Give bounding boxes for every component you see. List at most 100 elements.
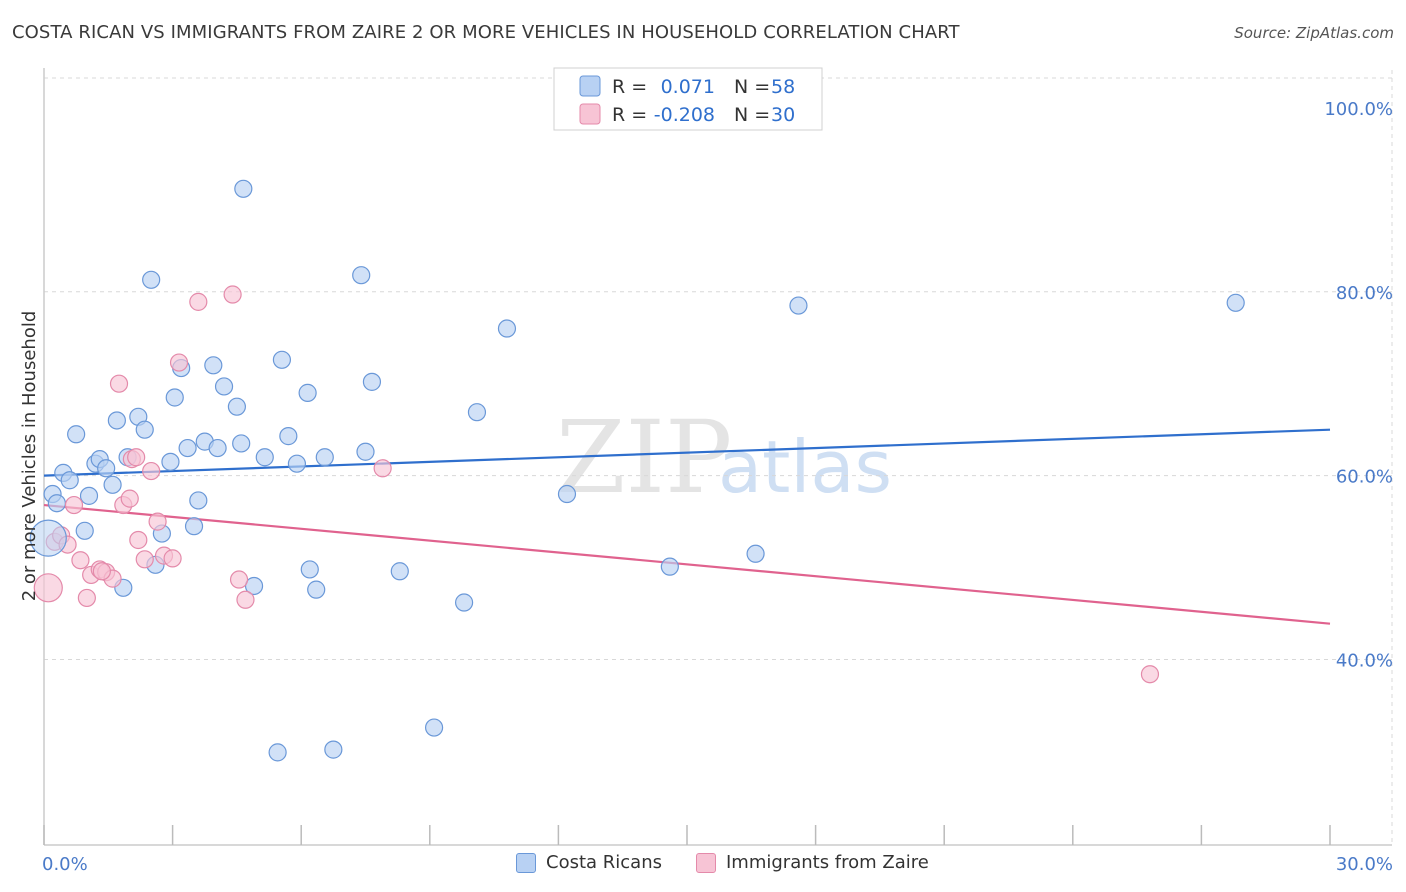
costa-rican-point-edge[interactable] bbox=[29, 519, 67, 557]
zaire-point-4[interactable] bbox=[64, 495, 84, 515]
zaire-point-5[interactable] bbox=[71, 551, 90, 570]
legend-swatch-blue bbox=[516, 852, 536, 873]
legend-swatch-pink bbox=[696, 852, 716, 873]
costa-rican-point-31[interactable] bbox=[234, 179, 253, 198]
costa-rican-point-41[interactable] bbox=[315, 448, 334, 467]
costa-rican-point-45[interactable] bbox=[362, 372, 382, 391]
zaire-point-23[interactable] bbox=[189, 292, 208, 311]
legend-item-zaire[interactable]: Immigrants from Zaire bbox=[696, 852, 929, 873]
legend-n-label-2: N = bbox=[734, 104, 770, 126]
costa-rican-point-49[interactable] bbox=[467, 403, 487, 422]
costa-rican-point-15[interactable] bbox=[135, 420, 154, 439]
watermark-atlas: atlas bbox=[718, 425, 892, 509]
zaire-point-25[interactable] bbox=[229, 570, 249, 589]
costa-rican-point-27[interactable] bbox=[208, 438, 227, 458]
costa-rican-point-11[interactable] bbox=[107, 411, 126, 430]
costa-rican-point-26[interactable] bbox=[204, 356, 223, 375]
costa-rican-point-20[interactable] bbox=[165, 388, 184, 407]
legend-label-costa-ricans: Costa Ricans bbox=[546, 852, 662, 873]
costa-rican-point-52[interactable] bbox=[660, 557, 679, 576]
costa-rican-point-33[interactable] bbox=[255, 448, 274, 467]
costa-rican-point-43[interactable] bbox=[352, 266, 371, 285]
costa-rican-point-24[interactable] bbox=[189, 491, 208, 510]
costa-rican-point-5[interactable] bbox=[75, 521, 94, 540]
costa-rican-point-36[interactable] bbox=[279, 427, 298, 446]
zaire-point-21[interactable] bbox=[163, 549, 182, 568]
costa-rican-point-42[interactable] bbox=[324, 740, 343, 759]
costa-rican-point-3[interactable] bbox=[60, 471, 79, 490]
zaire-point-29[interactable] bbox=[92, 562, 111, 581]
zaire-point-11[interactable] bbox=[109, 374, 129, 393]
x-tick-label-max: 30.0% bbox=[1336, 854, 1393, 875]
y-axis-title: 2 or more Vehicles in Household bbox=[19, 311, 40, 602]
costa-rican-point-16[interactable] bbox=[142, 270, 161, 289]
costa-rican-point-39[interactable] bbox=[300, 560, 319, 579]
legend-label-zaire: Immigrants from Zaire bbox=[726, 852, 929, 873]
costa-rican-point-47[interactable] bbox=[424, 718, 444, 737]
y-tick-label-60: 60.0% bbox=[1336, 467, 1393, 488]
trend-lines bbox=[43, 428, 1331, 625]
zaire-point-28[interactable] bbox=[1140, 665, 1160, 684]
costa-rican-point-40[interactable] bbox=[307, 580, 326, 599]
legend-swatch-zaire bbox=[579, 103, 601, 125]
zaire-point-13[interactable] bbox=[120, 489, 139, 508]
gridlines bbox=[44, 70, 1393, 845]
legend-r-value-1: 0.071 bbox=[661, 76, 715, 98]
y-tick-label-100: 100.0% bbox=[1324, 99, 1393, 120]
zaire-point-18[interactable] bbox=[142, 461, 161, 481]
zaire-point-0[interactable] bbox=[33, 573, 63, 603]
legend-r-label-2: R = bbox=[612, 104, 647, 126]
costa-rican-point-9[interactable] bbox=[97, 459, 116, 478]
zaire-point-15[interactable] bbox=[127, 448, 146, 467]
legend-n-value-1: 58 bbox=[771, 76, 795, 98]
x-tick-label-min: 0.0% bbox=[42, 854, 88, 875]
costa-rican-point-44[interactable] bbox=[356, 442, 375, 461]
series-legend: Costa Ricans Immigrants from Zaire bbox=[0, 852, 1406, 878]
zaire-point-24[interactable] bbox=[223, 285, 242, 304]
watermark-zip: ZIP bbox=[556, 399, 732, 516]
costa-rican-point-32[interactable] bbox=[244, 576, 264, 596]
costa-rican-point-51[interactable] bbox=[557, 484, 577, 504]
costa-rican-point-30[interactable] bbox=[232, 434, 251, 453]
costa-rican-point-53[interactable] bbox=[746, 544, 765, 563]
costa-rican-point-23[interactable] bbox=[184, 517, 204, 536]
legend-n-value-2: 30 bbox=[771, 104, 795, 126]
legend-swatch-costa-ricans bbox=[579, 75, 601, 97]
zaire-point-6[interactable] bbox=[77, 588, 96, 608]
axes bbox=[43, 68, 1392, 846]
costa-rican-point-4[interactable] bbox=[67, 425, 86, 444]
zaire-point-19[interactable] bbox=[148, 512, 167, 531]
legend-n-label-1: N = bbox=[734, 76, 770, 98]
costa-rican-point-54[interactable] bbox=[789, 296, 808, 315]
costa-rican-point-37[interactable] bbox=[287, 454, 307, 473]
costa-rican-point-29[interactable] bbox=[227, 397, 246, 416]
costa-rican-point-55[interactable] bbox=[1226, 293, 1245, 312]
costa-rican-point-28[interactable] bbox=[214, 377, 234, 396]
y-tick-label-40: 40.0% bbox=[1336, 651, 1393, 672]
watermark: ZIP atlas bbox=[556, 399, 892, 516]
zaire-point-16[interactable] bbox=[129, 530, 148, 550]
x-tick-labels: 0.0% 30.0% bbox=[42, 854, 1393, 875]
y-tick-label-80: 80.0% bbox=[1336, 283, 1393, 304]
y-tick-labels: 40.0% 60.0% 80.0% 100.0% bbox=[1324, 99, 1393, 672]
costa-rican-point-35[interactable] bbox=[272, 350, 292, 369]
costa-rican-point-48[interactable] bbox=[454, 593, 474, 612]
chart-title: COSTA RICAN VS IMMIGRANTS FROM ZAIRE 2 O… bbox=[12, 22, 960, 43]
costa-rican-point-19[interactable] bbox=[161, 452, 180, 471]
zaire-point-17[interactable] bbox=[135, 550, 154, 569]
costa-rican-point-6[interactable] bbox=[79, 486, 99, 505]
stats-legend: R = 0.071 N = 58 R = -0.208 N = 30 bbox=[553, 67, 823, 131]
legend-item-costa-ricans[interactable]: Costa Ricans bbox=[516, 852, 662, 873]
costa-rican-trend-line bbox=[43, 428, 1331, 477]
costa-rican-point-22[interactable] bbox=[178, 438, 197, 458]
costa-rican-point-1[interactable] bbox=[47, 494, 66, 513]
zaire-point-27[interactable] bbox=[373, 459, 392, 478]
zaire-point-26[interactable] bbox=[236, 590, 255, 609]
costa-rican-point-10[interactable] bbox=[103, 475, 122, 494]
costa-rican-point-34[interactable] bbox=[268, 743, 287, 762]
costa-rican-point-50[interactable] bbox=[497, 319, 517, 338]
costa-rican-point-38[interactable] bbox=[298, 383, 317, 402]
costa-rican-point-46[interactable] bbox=[390, 562, 409, 581]
zaire-point-22[interactable] bbox=[169, 353, 189, 372]
